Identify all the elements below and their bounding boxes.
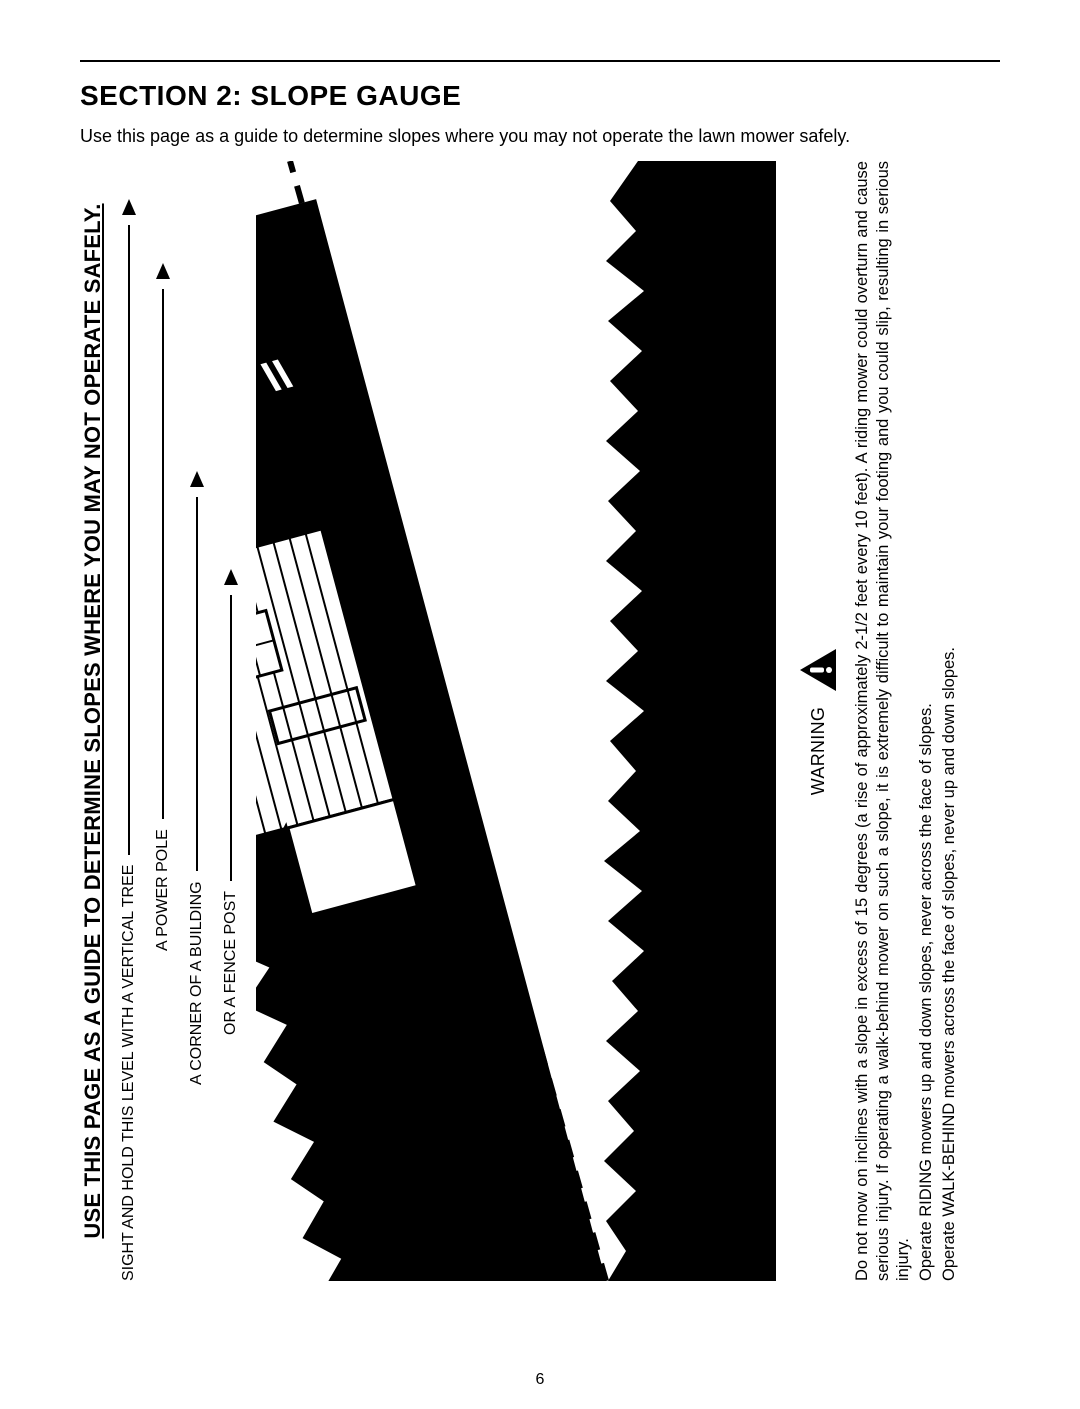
- arrow-right-icon: [122, 199, 136, 215]
- warning-text: Do not mow on inclines with a slope in e…: [852, 161, 959, 1281]
- sight-line-3-label: A CORNER OF A BUILDING: [188, 881, 206, 1085]
- page-number: 6: [0, 1371, 1080, 1389]
- sight-line-1-label: SIGHT AND HOLD THIS LEVEL WITH A VERTICA…: [120, 865, 138, 1281]
- sight-line-1: SIGHT AND HOLD THIS LEVEL WITH A VERTICA…: [120, 199, 138, 1281]
- warning-row: WARNING: [798, 161, 838, 1281]
- slope-gauge-rotated-wrap: USE THIS PAGE AS A GUIDE TO DETERMINE SL…: [80, 161, 1000, 1281]
- sight-line-2-rule: [162, 289, 164, 819]
- slope-gauge-landscape: USE THIS PAGE AS A GUIDE TO DETERMINE SL…: [80, 161, 1000, 1281]
- arrow-right-icon: [156, 263, 170, 279]
- section-title: SECTION 2: SLOPE GAUGE: [80, 80, 1000, 112]
- sight-line-3: A CORNER OF A BUILDING: [188, 471, 206, 1085]
- sight-lines-block: SIGHT AND HOLD THIS LEVEL WITH A VERTICA…: [120, 161, 250, 1281]
- sight-line-4-label: OR A FENCE POST: [222, 891, 240, 1035]
- sight-line-4-rule: [230, 595, 232, 881]
- slope-diagram-svg: FOLD ON DOTTED LINE, REPRESENTING A 15° …: [256, 161, 776, 1281]
- upper-slope-group: [256, 199, 606, 1281]
- grass-bottom: [604, 161, 776, 1281]
- angle-label: 15°: [692, 647, 709, 671]
- sight-line-3-rule: [196, 497, 198, 871]
- arrow-right-icon: [190, 471, 204, 487]
- warning-triangle-icon: [798, 647, 838, 693]
- sight-line-1-rule: [128, 225, 130, 855]
- arrow-right-icon: [224, 569, 238, 585]
- warning-p1: Do not mow on inclines with a slope in e…: [852, 161, 914, 1281]
- gauge-headline: USE THIS PAGE AS A GUIDE TO DETERMINE SL…: [80, 161, 106, 1281]
- warning-p2: Operate RIDING mowers up and down slopes…: [916, 161, 937, 1281]
- warning-p3: Operate WALK-BEHIND mowers across the fa…: [939, 161, 960, 1281]
- sight-line-2-label: A POWER POLE: [154, 829, 172, 951]
- sight-line-4: OR A FENCE POST: [222, 569, 240, 1035]
- warning-label: WARNING: [808, 707, 829, 795]
- intro-text: Use this page as a guide to determine sl…: [80, 126, 1000, 147]
- slope-diagram: FOLD ON DOTTED LINE, REPRESENTING A 15° …: [256, 161, 776, 1281]
- top-rule: [80, 60, 1000, 62]
- sight-line-2: A POWER POLE: [154, 263, 172, 951]
